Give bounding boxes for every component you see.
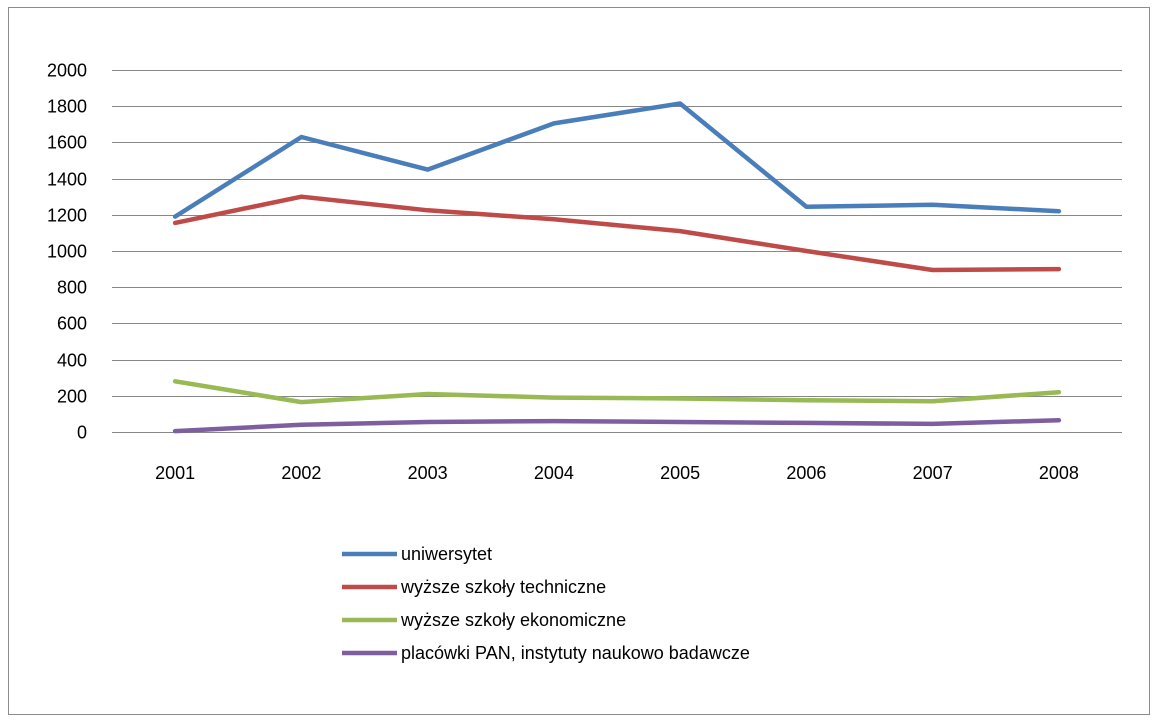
x-tick-label: 2004 (534, 463, 574, 483)
series-line-2 (172, 194, 1062, 273)
x-tick-label: 2003 (408, 463, 448, 483)
chart-frame: 0 200 400 600 800 1000 1200 1400 1600 1800 2000 20… (8, 7, 1150, 715)
y-tick-label: 0 (77, 423, 87, 443)
series-lines (172, 101, 1062, 434)
gridlines (112, 70, 1122, 433)
x-axis-tick-labels: 2001 2002 2003 2004 2005 2006 2007 2008 (155, 463, 1079, 483)
legend-label: uniwersytet (401, 544, 492, 564)
legend: uniwersytet wyższe szkoły techniczne wyższ… (342, 544, 750, 663)
y-tick-label: 800 (57, 278, 87, 298)
legend-label: wyższe szkoły techniczne (400, 577, 606, 597)
x-tick-label: 2008 (1039, 463, 1079, 483)
series-line-4 (172, 417, 1062, 434)
legend-label: wyższe szkoły ekonomiczne (400, 610, 626, 630)
y-tick-label: 1600 (47, 133, 87, 153)
x-tick-label: 2001 (155, 463, 195, 483)
y-tick-label: 1000 (47, 242, 87, 262)
x-tick-label: 2005 (660, 463, 700, 483)
y-tick-label: 1200 (47, 206, 87, 226)
x-tick-label: 2007 (913, 463, 953, 483)
series-line-1 (172, 101, 1062, 219)
y-tick-label: 400 (57, 351, 87, 371)
line-chart: 0 200 400 600 800 1000 1200 1400 1600 1800 2000 20… (47, 61, 1122, 663)
y-axis-tick-labels: 0 200 400 600 800 1000 1200 1400 1600 1800 2000 (47, 61, 87, 443)
y-tick-label: 1400 (47, 170, 87, 190)
y-tick-label: 600 (57, 314, 87, 334)
x-tick-label: 2002 (281, 463, 321, 483)
x-tick-label: 2006 (786, 463, 826, 483)
series-line-3 (172, 379, 1062, 405)
y-tick-label: 200 (57, 387, 87, 407)
y-tick-label: 1800 (47, 97, 87, 117)
y-tick-label: 2000 (47, 61, 87, 81)
legend-label: placówki PAN, instytuty naukowo badawcze (401, 643, 750, 663)
